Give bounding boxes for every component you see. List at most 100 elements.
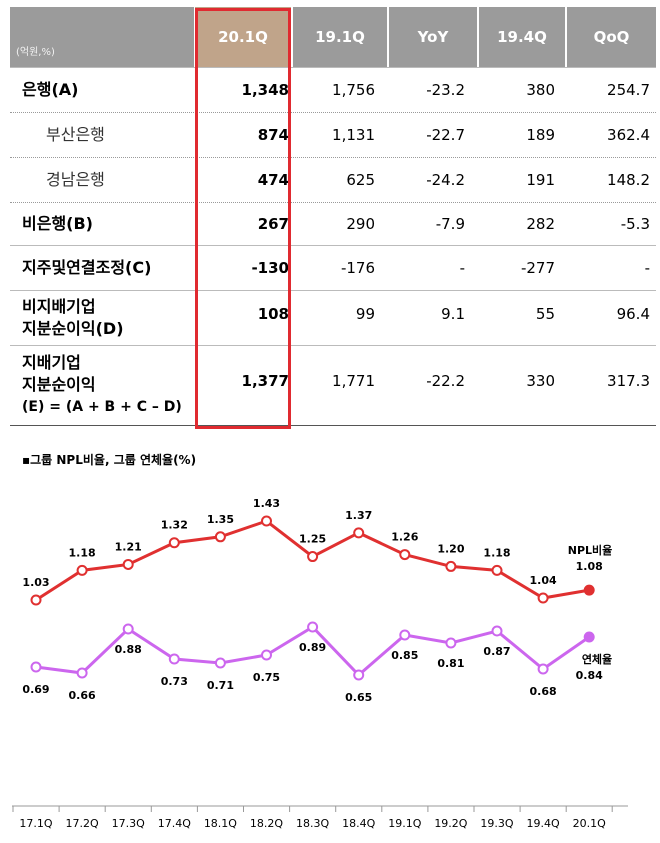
- row-label: 부산은행: [46, 124, 105, 146]
- data-label: 0.66: [69, 689, 96, 702]
- table-cell: 189: [526, 125, 555, 144]
- table-cell: 9.1: [441, 304, 465, 323]
- data-label: 1.18: [69, 546, 96, 559]
- npl-delinquency-chart: 1.03 1.18 1.21 1.32 1.35 1.43 1.25 1.37 1.26 1.20…: [12, 497, 628, 830]
- row-label-line: 비은행(B): [22, 213, 93, 233]
- table-cell: 380: [526, 80, 555, 99]
- data-label: 0.87: [483, 645, 510, 658]
- data-label: 0.75: [253, 671, 280, 684]
- data-point: [168, 537, 180, 549]
- x-tick-label: 18.4Q: [342, 817, 375, 830]
- row-divider: [10, 345, 656, 346]
- data-point: [261, 515, 272, 527]
- table-cell: 108: [257, 304, 289, 323]
- data-point: [537, 663, 549, 675]
- table-cell: -23.2: [426, 80, 465, 99]
- row-label-line: 지주및연결조정(C): [22, 257, 152, 277]
- table-cell: 282: [526, 214, 555, 233]
- table-cell: -22.2: [426, 372, 465, 390]
- col-header-19-1q: 19.1Q: [293, 7, 387, 67]
- row-label: 비지배기업 지분순이익(D): [22, 296, 124, 340]
- table-cell: -277: [520, 258, 555, 277]
- data-point: [214, 657, 226, 669]
- row-label-line: 경남은행: [46, 169, 105, 189]
- row-label-line: 지분순이익(D): [22, 318, 124, 338]
- data-label: 1.18: [483, 546, 510, 559]
- row-divider: [10, 112, 656, 113]
- table-cell: 1,771: [332, 372, 375, 390]
- data-label: 0.68: [530, 685, 557, 698]
- data-label: 1.03: [22, 576, 49, 589]
- data-label: 0.88: [115, 643, 142, 656]
- data-point: [583, 631, 595, 643]
- data-label: 0.69: [22, 683, 49, 696]
- x-tick-label: 19.2Q: [434, 817, 467, 830]
- table-cell: -5.3: [620, 214, 650, 233]
- table-bottom-line: [10, 425, 656, 426]
- data-point: [491, 625, 503, 637]
- data-point: [399, 629, 411, 641]
- row-divider: [10, 245, 656, 246]
- x-tick-label: 17.3Q: [112, 817, 145, 830]
- series-name-label: 연체율: [582, 652, 612, 666]
- x-tick-label: 17.2Q: [66, 817, 99, 830]
- row-label-line: 지분순이익: [22, 375, 96, 394]
- data-point: [491, 564, 503, 576]
- table-cell: -: [459, 258, 465, 277]
- x-tick-label: 18.1Q: [204, 817, 237, 830]
- data-label: 0.81: [437, 657, 464, 670]
- row-label-line: 비지배기업: [22, 296, 96, 316]
- table-cell: 874: [257, 125, 289, 144]
- table-cell: 1,756: [332, 80, 375, 99]
- series-name-label: NPL비율: [568, 543, 613, 557]
- table-cell: 99: [355, 304, 375, 323]
- row-label: 경남은행: [46, 169, 105, 191]
- data-point: [583, 584, 595, 596]
- row-label: 지배기업 지분순이익 (E) = (A + B + C – D): [22, 352, 182, 418]
- table-cell: 1,348: [241, 80, 289, 99]
- table-cell: 267: [257, 214, 289, 233]
- table-cell: -7.9: [435, 214, 465, 233]
- data-point: [30, 594, 42, 606]
- row-label-line: 부산은행: [46, 124, 105, 144]
- unit-label: (억원,%): [16, 47, 55, 58]
- x-tick-label: 19.4Q: [527, 817, 560, 830]
- data-point: [30, 661, 42, 673]
- data-point: [537, 592, 549, 604]
- data-point: [214, 531, 226, 543]
- x-tick-label: 19.3Q: [480, 817, 513, 830]
- table-cell: 625: [346, 170, 375, 189]
- x-tick-label: 18.3Q: [296, 817, 329, 830]
- row-divider: [10, 157, 656, 158]
- row-label: 지주및연결조정(C): [22, 257, 151, 279]
- data-label: 1.43: [253, 497, 280, 510]
- data-point: [261, 649, 272, 661]
- table-cell: 317.3: [607, 372, 650, 390]
- table-header-bg: [10, 7, 194, 67]
- data-label: 1.25: [299, 533, 326, 546]
- table-cell: 474: [257, 170, 289, 189]
- data-label: 1.04: [530, 574, 557, 587]
- row-divider: [10, 202, 656, 203]
- data-point: [122, 623, 134, 635]
- data-point: [307, 551, 319, 563]
- table-cell: 330: [526, 372, 555, 390]
- chart-title: ▪그룹 NPL비율, 그룹 연체율(%): [22, 453, 197, 467]
- data-label: 0.85: [391, 649, 418, 662]
- table-cell: 290: [346, 214, 375, 233]
- data-point: [122, 558, 134, 570]
- table-cell: -176: [340, 258, 375, 277]
- table-cell: 148.2: [607, 170, 650, 189]
- data-point: [399, 549, 411, 561]
- row-label: 은행(A): [22, 79, 78, 101]
- table-cell: -: [644, 258, 650, 277]
- col-header-yoy: YoY: [389, 7, 477, 67]
- col-header-20-1q: 20.1Q: [195, 7, 291, 67]
- row-label-line: 은행(A): [22, 79, 79, 99]
- data-label: 1.35: [207, 513, 234, 526]
- data-label: 0.73: [161, 675, 188, 688]
- data-point: [445, 637, 457, 649]
- table-cell: 191: [526, 170, 555, 189]
- data-label: 1.37: [345, 509, 372, 522]
- row-divider: [10, 290, 656, 291]
